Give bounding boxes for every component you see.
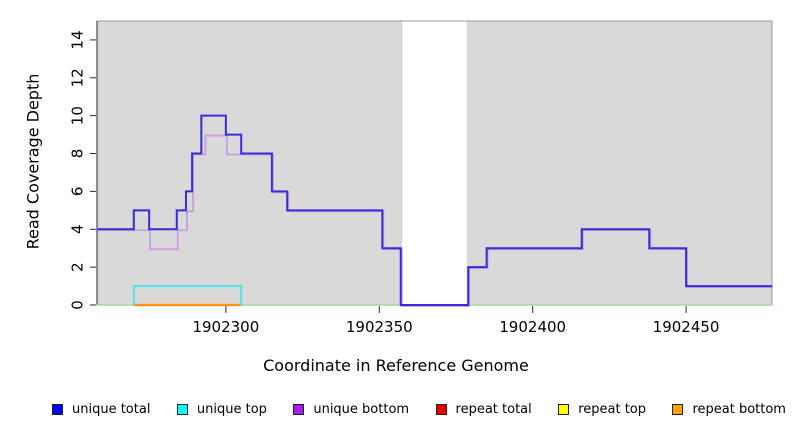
y-tick-label: 6: [69, 187, 87, 197]
legend-label: unique bottom: [313, 401, 410, 417]
y-tick-label: 12: [69, 68, 87, 87]
x-axis-title: Coordinate in Reference Genome: [263, 356, 529, 375]
x-tick-label: 1902400: [499, 318, 566, 336]
repeat-total-swatch-icon: [435, 403, 447, 415]
repeat-bottom-swatch-icon: [672, 403, 684, 415]
x-tick-label: 1902300: [192, 318, 259, 336]
y-axis-title: Read Coverage Depth: [23, 73, 43, 250]
repeat-top-swatch-icon: [558, 403, 570, 415]
series-unique-top: [132, 285, 243, 305]
y-tick-label: 10: [69, 106, 87, 125]
legend-label: unique total: [72, 401, 151, 417]
unique-top-swatch-icon: [176, 403, 188, 415]
legend-label: repeat bottom: [692, 401, 786, 417]
x-tick-label: 1902350: [346, 318, 413, 336]
y-tick-label: 8: [69, 149, 87, 159]
unique-total-swatch-icon: [52, 403, 63, 415]
y-tick-label: 0: [69, 300, 87, 310]
gap-region: [402, 21, 467, 305]
x-tick-label: 1902450: [653, 318, 720, 336]
plot-layers: 1902300 1902350 1902400 1902450 0 2 4 6 8 10 12 14: [69, 20, 773, 336]
legend: unique total unique top unique bottom re…: [52, 399, 786, 419]
legend-label: unique top: [196, 401, 267, 417]
legend-item-unique-bottom: unique bottom: [293, 403, 409, 416]
legend-label: repeat top: [578, 401, 646, 417]
unique-bottom-swatch-icon: [293, 403, 305, 415]
y-tick-label: 14: [69, 30, 87, 49]
legend-item-unique-top: unique top: [176, 401, 267, 417]
series-unique-total: [97, 114, 772, 306]
legend-item-repeat-bottom: repeat bottom: [672, 403, 786, 416]
y-tick-label: 2: [69, 262, 87, 272]
y-tick-label: 4: [69, 224, 87, 234]
legend-label: repeat total: [455, 401, 532, 417]
legend-item-unique-total: unique total: [52, 403, 150, 416]
legend-item-repeat-top: repeat top: [558, 403, 646, 416]
legend-item-repeat-total: repeat total: [435, 401, 532, 417]
